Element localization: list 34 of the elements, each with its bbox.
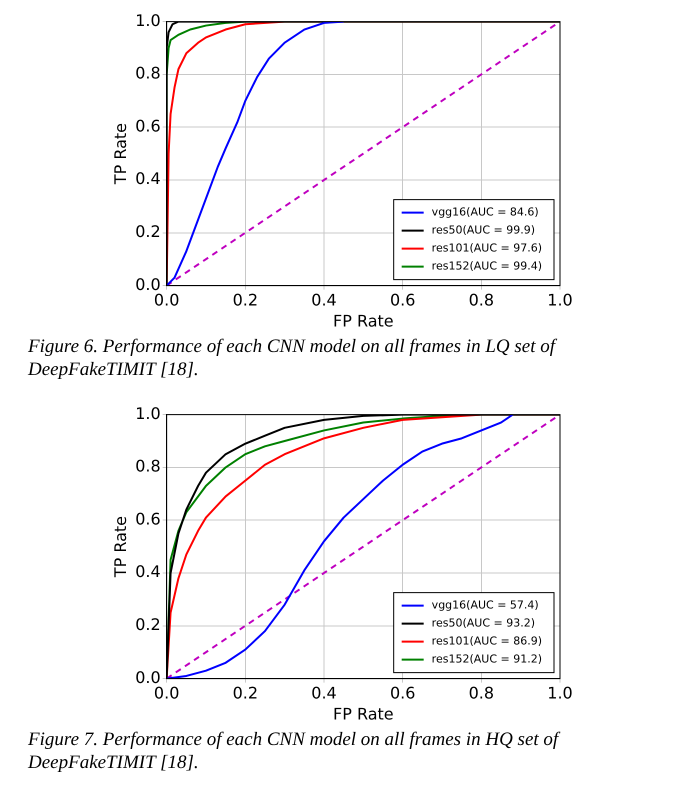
x-tick-label: 1.0 [547, 290, 573, 310]
x-tick-label: 0.4 [311, 290, 337, 310]
legend-label: res152(AUC = 99.4) [432, 259, 542, 272]
legend-label: res50(AUC = 99.9) [432, 223, 536, 236]
x-tick-label: 0.6 [390, 290, 416, 310]
legend-label: res101(AUC = 86.9) [432, 634, 542, 648]
x-tick-label: 0.4 [311, 683, 337, 702]
legend-label: vgg16(AUC = 57.4) [432, 598, 539, 612]
y-tick-label: 0.8 [135, 456, 161, 476]
x-tick-label: 0.8 [468, 290, 494, 310]
x-axis-title: FP Rate [333, 704, 394, 724]
y-tick-label: 1.0 [135, 404, 161, 423]
y-tick-label: 0.4 [135, 169, 161, 188]
x-axis-title: FP Rate [333, 312, 394, 331]
legend-label: res152(AUC = 91.2) [432, 652, 542, 666]
y-tick-label: 0.8 [135, 64, 161, 83]
caption: Figure 6. Performance of each CNN model on all frames in LQ set of DeepFakeTIMIT [18]. [28, 335, 558, 381]
legend-label: res50(AUC = 93.2) [432, 616, 536, 630]
y-tick-label: 0.6 [135, 116, 161, 136]
legend-label: res101(AUC = 97.6) [432, 241, 542, 254]
caption: Figure 7. Performance of each CNN model on all frames in HQ set of DeepFakeTIMIT [18]. [28, 728, 562, 774]
x-tick-label: 0.8 [468, 683, 494, 702]
x-tick-label: 0.6 [390, 683, 416, 702]
x-tick-label: 0.2 [232, 290, 258, 310]
y-axis-title: TP Rate [110, 123, 130, 186]
y-tick-label: 0.2 [135, 222, 161, 241]
legend-label: vgg16(AUC = 84.6) [432, 205, 539, 218]
y-axis-title: TP Rate [110, 516, 130, 578]
y-tick-label: 0.6 [135, 509, 161, 528]
y-tick-label: 1.0 [135, 10, 161, 30]
y-tick-label: 0.2 [135, 614, 161, 634]
y-tick-label: 0.4 [135, 562, 161, 582]
x-tick-label: 0.2 [232, 683, 258, 702]
x-tick-label: 1.0 [547, 683, 573, 702]
